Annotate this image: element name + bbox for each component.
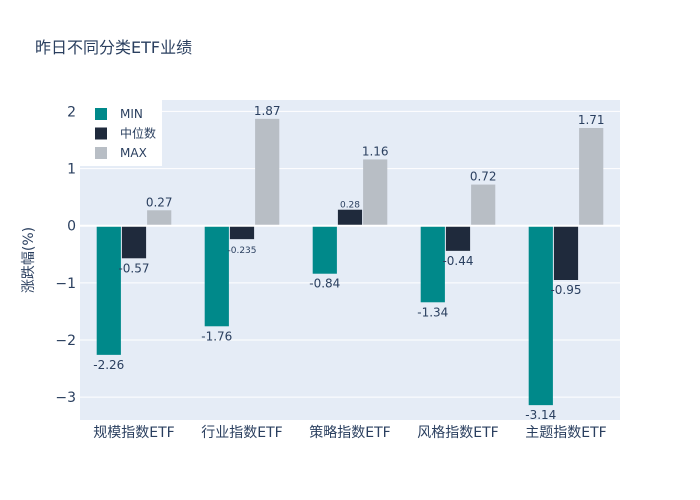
x-tick-label: 规模指数ETF — [93, 425, 174, 441]
data-label: -1.34 — [417, 305, 448, 319]
bar-中位数-1[interactable] — [229, 225, 255, 240]
data-label: 0.72 — [470, 170, 497, 184]
data-label: -3.14 — [525, 408, 556, 422]
x-axis-ticks: 规模指数ETF 行业指数ETF 策略指数ETF 风格指数ETF 主题指数ETF — [93, 424, 606, 441]
legend[interactable]: MIN 中位数 MAX — [80, 100, 162, 166]
y-tick-label: −3 — [55, 390, 76, 406]
y-tick-label: −1 — [55, 276, 76, 292]
data-label: -0.84 — [309, 277, 340, 291]
data-label: 1.87 — [254, 104, 281, 118]
bar-MIN-1[interactable] — [204, 225, 229, 327]
bar-MAX-3[interactable] — [471, 184, 496, 226]
legend-label[interactable]: MAX — [120, 146, 147, 160]
x-tick-label: 行业指数ETF — [201, 425, 282, 441]
bar-MAX-4[interactable] — [579, 128, 604, 226]
data-label: -0.57 — [118, 261, 149, 275]
legend-label[interactable]: MIN — [120, 107, 143, 121]
bar-中位数-4[interactable] — [553, 225, 579, 280]
bar-中位数-3[interactable] — [445, 225, 471, 251]
y-tick-label: 2 — [67, 104, 76, 120]
data-label: 0.28 — [340, 201, 360, 211]
x-tick-label: 策略指数ETF — [309, 424, 390, 441]
chart-title: 昨日不同分类ETF业绩 — [35, 38, 193, 57]
bar-中位数-0[interactable] — [121, 225, 147, 259]
bar-MAX-2[interactable] — [363, 159, 388, 226]
legend-background — [80, 100, 162, 166]
bar-中位数-2[interactable] — [337, 209, 363, 226]
data-label: 1.71 — [578, 113, 605, 127]
y-axis-ticks: −3 −2 −1 0 1 2 — [55, 104, 76, 406]
data-label: -0.44 — [442, 254, 473, 268]
legend-swatch[interactable] — [95, 127, 107, 140]
data-labels: -2.26 -0.57 0.27 -1.76 -0.235 1.87 -0.84 0.28 1.… — [93, 104, 604, 422]
bar-MIN-3[interactable] — [420, 225, 445, 303]
bar-MIN-0[interactable] — [96, 225, 121, 355]
y-tick-label: −2 — [55, 333, 76, 349]
bar-MAX-0[interactable] — [147, 210, 172, 226]
data-label: -1.76 — [201, 329, 232, 343]
y-tick-label: 1 — [67, 162, 76, 178]
data-label: -2.26 — [93, 358, 124, 372]
bars — [96, 118, 604, 406]
legend-swatch[interactable] — [95, 108, 107, 120]
data-label: -0.235 — [227, 246, 256, 256]
y-tick-label: 0 — [67, 219, 76, 235]
data-label: -0.95 — [550, 283, 581, 297]
legend-swatch[interactable] — [95, 147, 107, 159]
x-tick-label: 风格指数ETF — [417, 425, 498, 441]
data-label: 0.27 — [146, 195, 173, 209]
x-tick-label: 主题指数ETF — [525, 425, 606, 441]
data-label: 1.16 — [362, 144, 389, 158]
legend-label[interactable]: 中位数 — [120, 126, 156, 141]
bar-MAX-1[interactable] — [255, 118, 280, 226]
y-axis-label: 涨跌幅(%) — [21, 227, 37, 293]
bar-MIN-2[interactable] — [312, 225, 337, 274]
bar-MIN-4[interactable] — [528, 225, 553, 406]
